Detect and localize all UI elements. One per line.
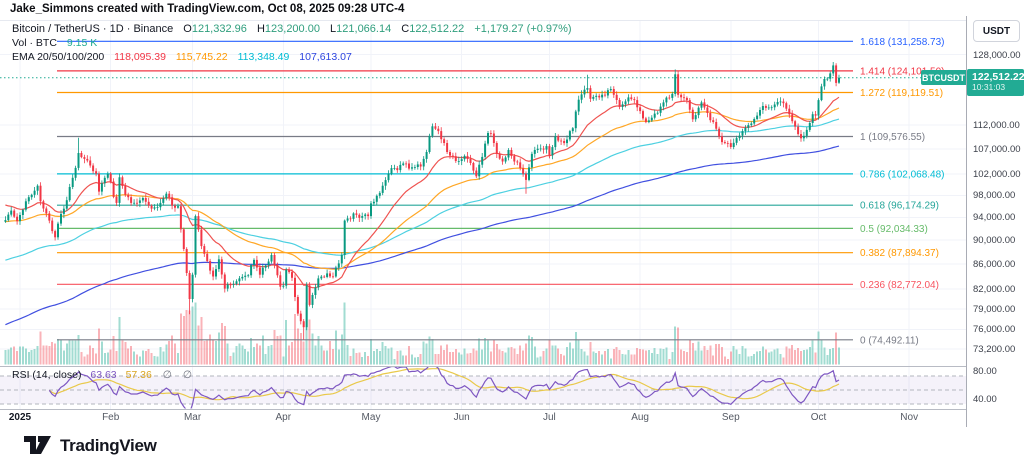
high-label: H [256,23,265,35]
last-price-badge: 122,512.22 10:31:03 [967,68,1024,96]
rsi-legend-row[interactable]: RSI (14, close) 63.63 57.36 ∅ ∅ [12,369,192,381]
price-axis-label: 90,000.00 [973,235,1016,247]
pane-separator[interactable] [0,366,1024,367]
price-axis-label: 128,000.00 [973,49,1021,61]
ema50-value: 115,745.22 [175,51,228,63]
time-axis-label-oct: Oct [810,412,827,423]
ema-label: EMA 20/50/100/200 [12,51,105,63]
close-label: C [401,23,410,35]
rsi-axis-label: 80.00 [973,366,997,377]
price-axis-label: 79,000.00 [973,303,1016,315]
symbol-legend-row[interactable]: Bitcoin / TetherUS · 1D · Binance O121,3… [12,23,572,35]
rsi-band-toggle-icon[interactable]: ∅ [182,369,193,381]
price-axis-label: 107,000.00 [973,144,1021,155]
close-value: 122,512.22 [409,23,465,35]
chart-top-border [0,20,966,21]
open-label: O [183,23,192,35]
rsi-value: 63.63 [90,369,117,381]
svg-text:0.382 (87,894.37): 0.382 (87,894.37) [860,248,939,259]
svg-text:1.414 (124,101.50): 1.414 (124,101.50) [860,66,945,77]
svg-text:1.618 (131,258.73): 1.618 (131,258.73) [860,37,945,48]
volume-label: Vol · BTC [12,37,57,49]
time-axis-label-sep: Sep [721,412,740,423]
time-axis-label-nov: Nov [900,412,919,423]
rsi-band-toggle-icon[interactable]: ∅ [162,369,172,381]
symbol-title: Bitcoin / TetherUS · 1D · Binance [12,23,174,35]
svg-text:1.272 (119,119.51): 1.272 (119,119.51) [860,88,943,99]
price-axis-label: 76,000.00 [973,324,1016,336]
price-axis-label: 73,200.00 [973,344,1016,356]
ema20-value: 118,095.39 [114,51,166,63]
svg-text:0 (74,492.11): 0 (74,492.11) [860,335,919,346]
time-axis-border [0,409,1024,410]
price-axis-label: 98,000.00 [973,190,1016,202]
rsi-label: RSI (14, close) [12,369,82,381]
time-axis-label-feb: Feb [102,412,120,423]
svg-text:0.5 (92,034.33): 0.5 (92,034.33) [860,224,928,235]
svg-text:0.236 (82,772.04): 0.236 (82,772.04) [860,280,939,291]
low-label: L [330,23,337,35]
ema-legend-row[interactable]: EMA 20/50/100/200 118,095.39 115,745.22 … [12,51,352,63]
svg-text:1 (109,576.55): 1 (109,576.55) [860,132,925,143]
rsi-axis-label: 40.00 [973,394,997,405]
high-value: 123,200.00 [264,23,320,35]
bar-countdown: 10:31:03 [972,82,1006,93]
currency-button[interactable]: USDT [973,20,1020,42]
price-axis-label: 82,000.00 [973,284,1016,296]
svg-text:0.618 (96,174.29): 0.618 (96,174.29) [860,201,939,212]
price-axis-label: 94,000.00 [973,212,1016,224]
price-axis-label: 112,000.00 [973,119,1020,131]
open-value: 121,332.96 [191,23,247,35]
time-axis-label-may: May [361,412,381,423]
price-axis-label: 86,000.00 [973,259,1016,271]
time-axis-label-aug: Aug [631,412,649,423]
ema200-value: 107,613.07 [299,51,352,63]
last-price-value: 122,512.22 [972,71,1024,84]
svg-text:0.786 (102,068.48): 0.786 (102,068.48) [860,169,945,180]
price-chart-canvas[interactable]: 1.618 (131,258.73) 1.414 (124,101.50) 1.27… [0,0,966,409]
volume-legend-row[interactable]: Vol · BTC 9.15 K [12,37,97,49]
low-value: 121,066.14 [336,23,392,35]
brand-name: TradingView [60,436,157,455]
tradingview-mark-icon [24,436,51,454]
symbol-price-tag: BTCUSDT [921,70,966,86]
time-axis-label-mar: Mar [183,412,202,423]
tradingview-logo[interactable]: TradingView [24,435,157,457]
rsi-ma-value: 57.36 [125,369,152,381]
time-axis[interactable]: 2025 Feb Mar Apr May Jun Jul Aug Sep Oct Nov [0,409,966,427]
price-axis-label: 102,000.00 [973,169,1021,181]
time-axis-label-apr: Apr [275,412,292,423]
credit-line: Jake_Simmons created with TradingView.co… [10,3,405,15]
time-axis-label-jul: Jul [542,412,556,423]
ema100-value: 113,348.49 [237,51,290,63]
volume-value: 9.15 K [66,37,98,49]
change-value: +1,179.27 (+0.97%) [474,23,572,35]
time-axis-label-jun: Jun [453,412,470,423]
time-axis-label-2025: 2025 [8,412,32,423]
